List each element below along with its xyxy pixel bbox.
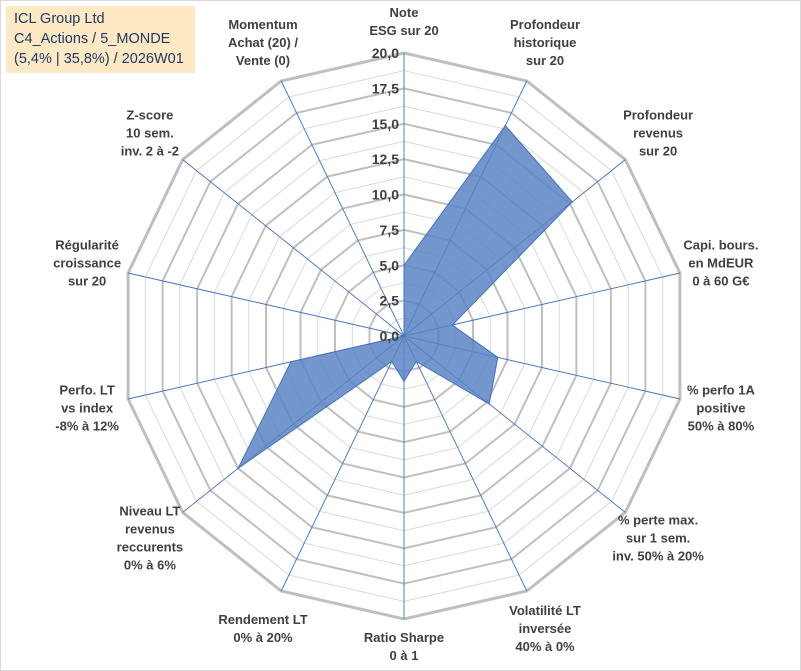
axis-label-line: croissance (53, 256, 121, 271)
axis-label: Rendement LT 0% à 20% (218, 612, 307, 645)
tick-label: 5,0 (380, 257, 400, 273)
axis-label: Volatilité LT inversée 40% à 0% (509, 603, 581, 654)
axis-label-line: inversée (519, 621, 572, 636)
axis-label: % perte max. sur 1 sem. inv. 50% à 20% (612, 513, 704, 564)
axis-label: Profondeur revenus sur 20 (623, 107, 693, 158)
axis-label-line: historique (514, 35, 577, 50)
axis-label-line: 40% à 0% (515, 639, 575, 654)
axis-label-line: Vente (0) (236, 53, 290, 68)
portfolio-name: C4_Actions / 5_MONDE (14, 31, 171, 47)
axis-label-line: Profondeur (623, 107, 693, 122)
axis-label-line: inv. 2 à -2 (121, 143, 179, 158)
title-box: ICL Group Ltd C4_Actions / 5_MONDE (5,4%… (6, 6, 195, 73)
data-point (403, 264, 405, 267)
axis-label: Niveau LT revenus reccurents 0% à 6% (117, 504, 183, 573)
axis-label-line: 0% à 6% (124, 558, 176, 573)
axis-label-line: sur 20 (526, 53, 564, 68)
axis-label-line: 0 à 1 (390, 648, 419, 663)
axis-label-line: positive (696, 400, 745, 415)
axis-label-line: vs index (61, 400, 114, 415)
axis-label: Ratio Sharpe 0 à 1 (364, 630, 444, 663)
data-point (403, 380, 405, 383)
tick-label: 20,0 (372, 45, 399, 61)
data-point (504, 124, 507, 127)
axis-label-line: Régularité (55, 238, 119, 253)
data-point (237, 467, 239, 470)
axis-label-line: reccurents (117, 540, 183, 555)
axis-label-line: Achat (20) / (228, 35, 298, 50)
tick-label: 17,5 (372, 80, 399, 96)
axis-spoke (127, 272, 405, 337)
axis-label-line: Perfo. LT (59, 382, 114, 397)
axis-label: Régularité croissance sur 20 (53, 238, 121, 289)
axis-label-line: inv. 50% à 20% (612, 549, 704, 564)
axis-label-line: Ratio Sharpe (364, 630, 444, 645)
axis-label-line: 0 à 60 G€ (692, 274, 749, 289)
axis-label-line: Momentum (228, 17, 297, 32)
axis-label-line: sur 1 sem. (626, 531, 690, 546)
axis-label-line: Profondeur (510, 17, 580, 32)
axis-label: Profondeur historique sur 20 (510, 17, 580, 68)
axis-label-line: en MdEUR (688, 256, 754, 271)
axis-spoke (280, 335, 405, 592)
axis-label-line: 0% à 20% (233, 630, 293, 645)
axis-labels: Note ESG sur 20 Profondeur historique sur 20… (53, 5, 758, 663)
axis-label-line: Z-score (126, 107, 173, 122)
company-name: ICL Group Ltd (14, 11, 105, 27)
data-point (488, 403, 491, 405)
axis-spoke (403, 335, 528, 592)
data-point (403, 335, 405, 337)
tick-label: 15,0 (372, 116, 399, 132)
data-point (497, 356, 499, 359)
axis-label-line: ESG sur 20 (369, 23, 438, 38)
axis-label-line: revenus (125, 522, 175, 537)
axis-label-line: 50% à 80% (688, 418, 755, 433)
axis-label: Momentum Achat (20) / Vente (0) (228, 17, 298, 68)
period-info: (5,4% | 35,8%) / 2026W01 (14, 51, 184, 67)
data-point (451, 324, 454, 326)
axis-label-line: % perte max. (618, 513, 698, 528)
tick-label: 10,0 (372, 187, 399, 203)
tick-label: 0,0 (380, 328, 400, 344)
axis-label-line: Rendement LT (218, 612, 307, 627)
axis-spoke (280, 80, 405, 337)
data-point (290, 361, 292, 363)
axis-label: % perfo 1A positive 50% à 80% (687, 382, 756, 433)
data-point (415, 360, 418, 363)
axis-spoke (182, 159, 405, 337)
axis-label-line: revenus (633, 125, 683, 140)
axis-label-line: 10 sem. (126, 125, 174, 140)
axis-label-line: Niveau LT (119, 504, 180, 519)
axis-label-line: -8% à 12% (55, 418, 119, 433)
axis-label-line: Note (390, 5, 419, 20)
axis-label: Capi. bours. en MdEUR 0 à 60 G€ (683, 238, 758, 289)
axis-label-line: sur 20 (639, 143, 677, 158)
axis-label-line: % perfo 1A (687, 382, 756, 397)
tick-label: 7,5 (380, 222, 400, 238)
axis-label-line: Volatilité LT (509, 603, 581, 618)
data-point (390, 360, 393, 363)
axis-label: Perfo. LT vs index -8% à 12% (55, 382, 119, 433)
tick-label: 12,5 (372, 151, 399, 167)
radar-series (237, 124, 573, 470)
axis-label-line: sur 20 (68, 274, 106, 289)
axis-label-line: Capi. bours. (683, 238, 758, 253)
axis-label: Note ESG sur 20 (369, 5, 438, 38)
tick-label: 2,5 (380, 293, 400, 309)
axis-label: Z-score 10 sem. inv. 2 à -2 (121, 107, 179, 158)
data-point (571, 201, 573, 203)
radial-tick-labels: 0,0 2,5 5,0 7,5 10,0 12,5 15,0 17,5 20,0 (372, 45, 399, 344)
